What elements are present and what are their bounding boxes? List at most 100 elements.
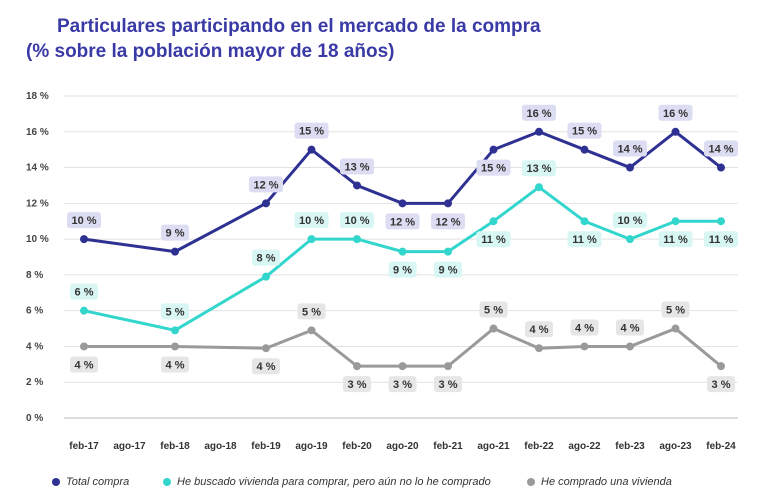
data-label: 10 % [344,215,369,227]
data-point [262,344,270,353]
x-tick-label: feb-24 [706,441,736,452]
legend-dot-buscado [163,478,171,486]
data-point [398,199,407,208]
data-label: 9 % [393,265,412,277]
data-point [353,362,361,371]
data-label: 4 % [575,322,594,334]
data-label: 3 % [393,379,412,391]
data-label-bg [252,249,280,266]
data-label-bg [479,301,508,318]
legend-label-buscado: He buscado vivienda para comprar, pero a… [177,476,491,488]
data-point [353,235,361,244]
data-point [80,235,88,244]
x-tick-label: feb-22 [524,441,554,452]
x-tick-label: ago-21 [477,441,510,452]
data-label-bg [707,376,735,393]
y-tick-label: 8 % [26,270,43,281]
data-label: 12 % [253,179,278,191]
x-tick-label: ago-19 [295,441,328,452]
data-label-bg [476,159,511,176]
legend-label-comprado: He comprado una vivienda [541,476,672,488]
data-label: 3 % [712,379,731,391]
data-label-bg [476,231,511,248]
y-tick-label: 18 % [26,91,49,102]
data-point [671,127,680,136]
chart-title-line1: Particulares participando en el mercado … [57,16,541,37]
data-point [171,247,179,256]
data-point [580,217,589,226]
y-tick-label: 4 % [26,341,43,352]
data-point [535,344,543,353]
data-label-bg [704,140,738,157]
x-tick-label: ago-17 [113,441,146,452]
data-point [171,326,179,335]
data-label: 11 % [572,234,597,246]
data-label-bg [294,212,329,229]
chart-subtitle: (% sobre la población mayor de 18 años) [26,41,395,62]
data-point [262,272,270,281]
y-tick-label: 2 % [26,377,43,388]
data-point [489,324,498,333]
data-label: 13 % [526,163,551,175]
data-label-bg [343,376,371,393]
x-tick-label: ago-22 [568,441,601,452]
data-point [489,217,498,226]
data-label-bg [294,122,329,139]
x-tick-label: feb-18 [160,441,190,452]
data-point [580,342,589,351]
data-label: 9 % [166,228,185,240]
data-label: 8 % [257,253,276,265]
data-label-bg [570,319,599,336]
data-point [398,247,407,256]
data-label: 5 % [666,305,685,317]
data-point [444,362,452,371]
data-label: 3 % [439,379,458,391]
data-label-bg [434,261,462,278]
data-label: 10 % [299,215,324,227]
y-tick-label: 12 % [26,198,49,209]
data-label-bg [434,376,462,393]
data-label: 15 % [481,163,506,175]
data-label-bg [661,301,690,318]
y-tick-label: 0 % [26,413,43,424]
data-label: 5 % [166,306,185,318]
data-label: 13 % [344,161,369,173]
data-label-bg [522,160,556,177]
data-point [444,199,452,208]
data-point [626,163,634,172]
data-label-bg [658,231,693,248]
legend-item-total: Total compra [52,476,129,488]
data-label-bg [297,303,326,320]
data-point [580,145,589,154]
data-point [80,306,88,315]
data-label: 14 % [617,144,642,156]
data-point [171,342,179,351]
data-label-bg [161,303,189,320]
data-label-bg [525,321,553,338]
data-label: 4 % [530,324,549,336]
data-label-bg [567,231,602,248]
x-tick-label: feb-20 [342,441,372,452]
data-label: 4 % [257,361,276,373]
data-label-bg [252,358,280,375]
data-label: 6 % [75,287,94,299]
data-label-bg [616,319,644,336]
x-tick-label: feb-17 [69,441,99,452]
data-point [262,199,270,208]
data-label: 15 % [299,126,324,138]
data-point [626,235,634,244]
data-point [307,145,316,154]
data-label: 11 % [481,234,506,246]
data-label-bg [567,122,602,139]
data-label: 15 % [572,126,597,138]
data-label: 12 % [435,216,460,228]
legend-dot-total [52,478,60,486]
data-label-bg [70,356,98,373]
data-label: 4 % [75,359,94,371]
data-point [307,235,316,244]
data-label-bg [67,212,101,229]
data-point [626,342,634,351]
data-point [398,362,407,371]
x-tick-label: ago-23 [659,441,692,452]
